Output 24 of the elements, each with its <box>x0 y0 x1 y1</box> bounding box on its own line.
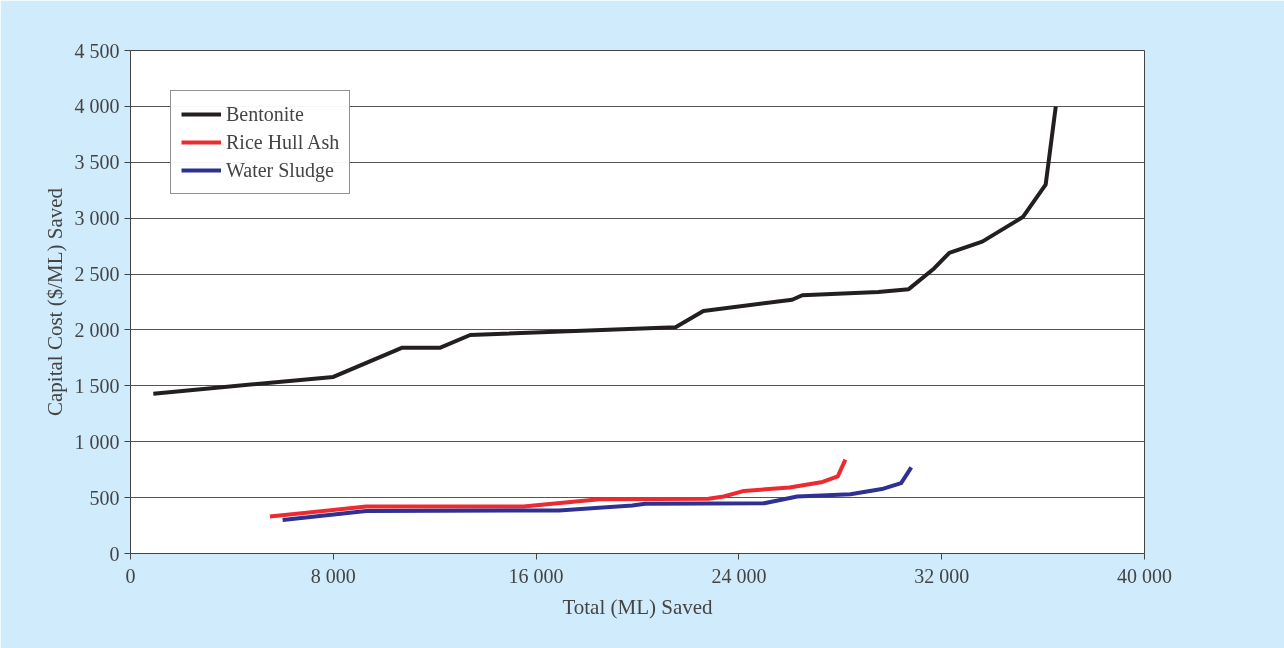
line-series <box>280 465 914 522</box>
y-tick-label: 3 000 <box>74 207 120 230</box>
x-tick-label: 16 000 <box>508 564 564 587</box>
legend-label: Rice Hull Ash <box>226 129 340 155</box>
x-tick-label: 40 000 <box>1117 564 1172 587</box>
legend-label: Bentonite <box>226 101 304 127</box>
line-series <box>267 457 848 519</box>
y-tick-label: 0 <box>109 542 120 565</box>
y-tick-label: 500 <box>89 486 120 509</box>
line-series <box>151 104 1058 396</box>
y-tick-label: 3 500 <box>74 151 120 174</box>
y-tick-label: 1 500 <box>74 374 120 397</box>
legend-label: Water Sludge <box>226 157 334 183</box>
y-tick-label: 4 500 <box>74 39 120 62</box>
y-tick-label: 4 000 <box>74 95 120 118</box>
x-tick-label: 32 000 <box>914 564 970 587</box>
x-axis-title: Total (ML) Saved <box>562 594 714 619</box>
y-tick-label: 2 500 <box>74 263 120 286</box>
x-tick-label: 24 000 <box>711 564 767 587</box>
x-tick-label: 8 000 <box>310 564 356 587</box>
y-tick-label: 2 000 <box>74 318 120 341</box>
y-tick-label: 1 000 <box>74 430 120 453</box>
y-axis-title: Capital Cost ($/ML) Saved <box>42 187 67 417</box>
x-tick-label: 0 <box>125 564 136 587</box>
